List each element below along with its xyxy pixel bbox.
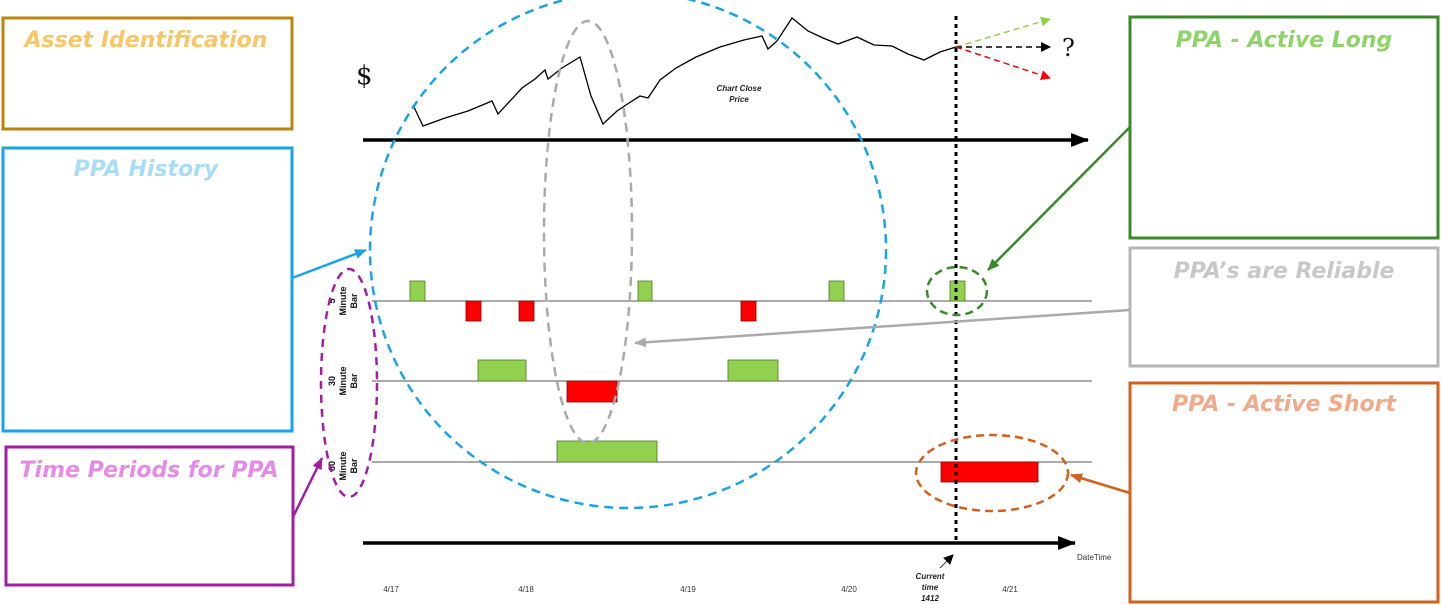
active-short-box: PPA - Active Short bbox=[1128, 381, 1440, 604]
ppa-5min-short-2 bbox=[518, 300, 535, 322]
ppa-5min-short-1 bbox=[465, 300, 482, 322]
active-long-box: PPA - Active Long bbox=[1128, 15, 1440, 240]
active-long-title: PPA - Active Long bbox=[1176, 28, 1393, 53]
price-line bbox=[412, 17, 957, 127]
ppa-30min-long-1 bbox=[477, 359, 527, 382]
datetime-label: DateTime bbox=[1077, 553, 1112, 562]
svg-text:Minute: Minute bbox=[338, 452, 348, 481]
time-periods-box: Time Periods for PPA bbox=[4, 445, 295, 587]
date-tick-4-20: 4/20 bbox=[841, 585, 857, 594]
svg-text:Bar: Bar bbox=[349, 458, 359, 474]
projection-down-arrow bbox=[955, 46, 1051, 80]
reliable-ellipse bbox=[542, 19, 634, 445]
ppa-history-title: PPA History bbox=[74, 157, 220, 182]
current-time-label-line3: 1412 bbox=[921, 594, 939, 603]
asset-identification-title: Asset Identification bbox=[23, 28, 268, 53]
svg-text:Bar: Bar bbox=[349, 373, 359, 389]
time-periods-connector-arrow bbox=[291, 457, 324, 518]
ppa-history-box: PPA History bbox=[1, 146, 294, 433]
date-tick-4-21: 4/21 bbox=[1002, 585, 1018, 594]
current-time-pointer bbox=[939, 554, 954, 569]
ppa-30min-short-1 bbox=[566, 380, 618, 403]
reliable-box: PPA’s are Reliable bbox=[1128, 246, 1440, 368]
svg-text:30: 30 bbox=[327, 376, 337, 386]
ppa-5min-long-1 bbox=[409, 280, 426, 302]
price-label-line2: Price bbox=[729, 95, 749, 104]
ppa-60min-long-1 bbox=[556, 440, 658, 463]
active-short-connector-arrow bbox=[1070, 473, 1131, 495]
svg-text:Bar: Bar bbox=[349, 293, 359, 309]
asset-identification-box: Asset Identification bbox=[1, 16, 294, 131]
ppa-30min-long-2 bbox=[727, 359, 779, 382]
active-long-connector-arrow bbox=[987, 126, 1131, 271]
ppa-5min-long-3 bbox=[828, 280, 845, 302]
ppa-history-circle bbox=[368, 0, 888, 510]
ppa-5min-long-2 bbox=[637, 280, 653, 302]
dollar-sign: $ bbox=[356, 61, 373, 91]
row-label-30min: 30 Minute Bar bbox=[327, 367, 359, 396]
projection-up-arrow bbox=[955, 16, 1051, 48]
current-time-label-line1: Current bbox=[916, 572, 945, 581]
reliable-title: PPA’s are Reliable bbox=[1174, 259, 1395, 284]
time-periods-ellipse bbox=[319, 267, 379, 499]
ppa-60min-short-active bbox=[940, 461, 1039, 483]
time-periods-title: Time Periods for PPA bbox=[20, 458, 279, 483]
current-time-label-line2: time bbox=[922, 583, 939, 592]
active-long-ellipse bbox=[925, 265, 989, 317]
svg-text:60: 60 bbox=[327, 461, 337, 471]
question-mark: ? bbox=[1062, 34, 1075, 62]
date-tick-4-19: 4/19 bbox=[680, 585, 696, 594]
svg-text:Minute: Minute bbox=[338, 367, 348, 396]
date-tick-4-18: 4/18 bbox=[518, 585, 534, 594]
active-short-title: PPA - Active Short bbox=[1172, 392, 1398, 417]
active-short-ellipse bbox=[914, 433, 1070, 513]
reliable-connector-arrow bbox=[634, 308, 1131, 348]
row-label-60min: 60 Minute Bar bbox=[327, 452, 359, 481]
row-label-5min: 5 Minute Bar bbox=[327, 287, 359, 316]
ppa-5min-short-3 bbox=[740, 300, 757, 322]
svg-text:5: 5 bbox=[327, 298, 337, 303]
svg-text:Minute: Minute bbox=[338, 287, 348, 316]
date-tick-4-17: 4/17 bbox=[383, 585, 399, 594]
price-label-line1: Chart Close bbox=[717, 84, 762, 93]
history-connector-arrow bbox=[291, 248, 367, 280]
